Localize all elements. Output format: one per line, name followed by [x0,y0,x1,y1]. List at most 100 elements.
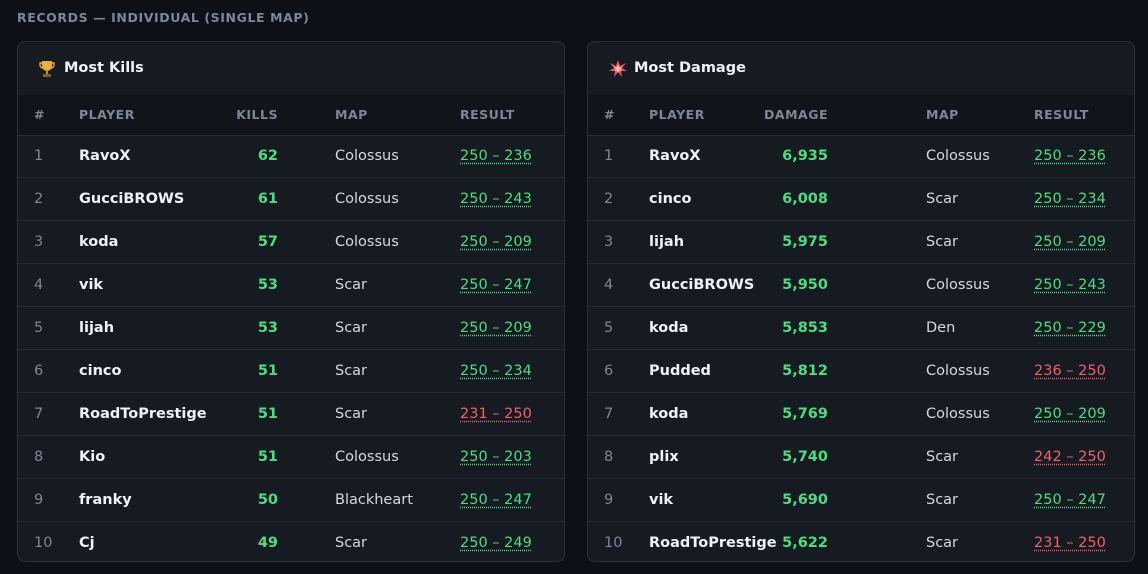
player: lijah [79,320,115,336]
player: koda [79,234,119,250]
column-header: # [604,107,615,122]
column-header-row: # PLAYER KILLS MAP RESULT [18,95,564,136]
player: cinco [79,363,122,379]
table-row: 4 vik 53 Scar 250 – 247 [18,264,564,307]
table-row: 2 cinco 6,008 Scar 250 – 234 [588,178,1134,221]
player: koda [649,406,689,422]
result[interactable]: 250 – 229 [1034,320,1106,336]
stat: 6,008 [782,191,828,207]
kills-panel: Most Kills # PLAYER KILLS MAP RESULT 1 RavoX 62… [17,41,565,562]
result[interactable]: 250 – 234 [1034,191,1106,207]
rank: 3 [604,234,614,250]
map: Den [926,320,956,336]
table-row: 9 franky 50 Blackheart 250 – 247 [18,479,564,522]
result[interactable]: 250 – 247 [460,277,532,293]
stat: 51 [257,449,278,465]
stat: 5,622 [782,535,828,551]
table-row: 4 GucciBROWS 5,950 Colossus 250 – 243 [588,264,1134,307]
table-row: 3 koda 57 Colossus 250 – 209 [18,221,564,264]
result[interactable]: 250 – 209 [1034,234,1106,250]
column-header: RESULT [460,107,515,122]
rank: 5 [34,320,44,336]
column-header: DAMAGE [764,107,828,122]
rank: 5 [604,320,614,336]
table-row: 10 RoadToPrestige 5,622 Scar 231 – 250 [588,522,1134,561]
player: GucciBROWS [649,277,755,293]
stat: 5,690 [782,492,828,508]
stat: 57 [257,234,278,250]
result[interactable]: 250 – 249 [460,535,532,551]
player: lijah [649,234,685,250]
stat: 5,975 [782,234,828,250]
rank: 3 [34,234,44,250]
result[interactable]: 250 – 247 [1034,492,1106,508]
map: Scar [335,277,368,293]
player: RoadToPrestige [79,406,207,422]
column-header: MAP [335,107,368,122]
map: Blackheart [335,492,413,508]
table-row: 10 Cj 49 Scar 250 – 249 [18,522,564,561]
map: Colossus [335,191,399,207]
result[interactable]: 231 – 250 [460,406,532,422]
stat: 51 [257,363,278,379]
player: koda [649,320,689,336]
rank: 6 [604,363,614,379]
player: Kio [79,449,106,465]
map: Scar [926,234,959,250]
result[interactable]: 242 – 250 [1034,449,1106,465]
rank: 1 [604,148,614,164]
stat: 61 [257,191,278,207]
stat: 53 [257,277,278,293]
column-header: RESULT [1034,107,1089,122]
map: Scar [335,406,368,422]
column-header: KILLS [236,107,278,122]
stat: 51 [257,406,278,422]
result[interactable]: 250 – 243 [460,191,532,207]
result[interactable]: 250 – 203 [460,449,532,465]
table-row: 9 vik 5,690 Scar 250 – 247 [588,479,1134,522]
player: Pudded [649,363,711,379]
result[interactable]: 236 – 250 [1034,363,1106,379]
damage-panel: Most Damage # PLAYER DAMAGE MAP RESULT 1 RavoX… [587,41,1135,562]
stat: 49 [257,535,278,551]
map: Colossus [926,406,990,422]
rank: 10 [34,535,53,551]
map: Scar [926,449,959,465]
rank: 9 [34,492,44,508]
rank: 8 [34,449,44,465]
result[interactable]: 250 – 209 [460,234,532,250]
stat: 5,740 [782,449,828,465]
stat: 50 [257,492,278,508]
result[interactable]: 250 – 236 [460,148,532,164]
table-row: 1 RavoX 6,935 Colossus 250 – 236 [588,135,1134,178]
map: Colossus [335,449,399,465]
stat: 5,812 [782,363,828,379]
result[interactable]: 250 – 243 [1034,277,1106,293]
table-row: 1 RavoX 62 Colossus 250 – 236 [18,135,564,178]
map: Scar [335,535,368,551]
player: RavoX [79,148,131,164]
rank: 8 [604,449,614,465]
result[interactable]: 231 – 250 [1034,535,1106,551]
result[interactable]: 250 – 234 [460,363,532,379]
result[interactable]: 250 – 236 [1034,148,1106,164]
table-row: 8 Kio 51 Colossus 250 – 203 [18,436,564,479]
section-title: RECORDS — INDIVIDUAL (SINGLE MAP) [17,10,310,25]
panel-title: Most Kills [64,60,144,76]
rank: 4 [34,277,44,293]
stat: 53 [257,320,278,336]
result[interactable]: 250 – 209 [460,320,532,336]
rank: 6 [34,363,44,379]
stat: 62 [257,148,278,164]
player: Cj [79,535,95,551]
table-row: 5 lijah 53 Scar 250 – 209 [18,307,564,350]
result[interactable]: 250 – 247 [460,492,532,508]
map: Scar [926,191,959,207]
rank: 7 [34,406,44,422]
player: vik [649,492,674,508]
stat: 5,853 [782,320,828,336]
map: Scar [335,320,368,336]
result[interactable]: 250 – 209 [1034,406,1106,422]
rank: 7 [604,406,614,422]
